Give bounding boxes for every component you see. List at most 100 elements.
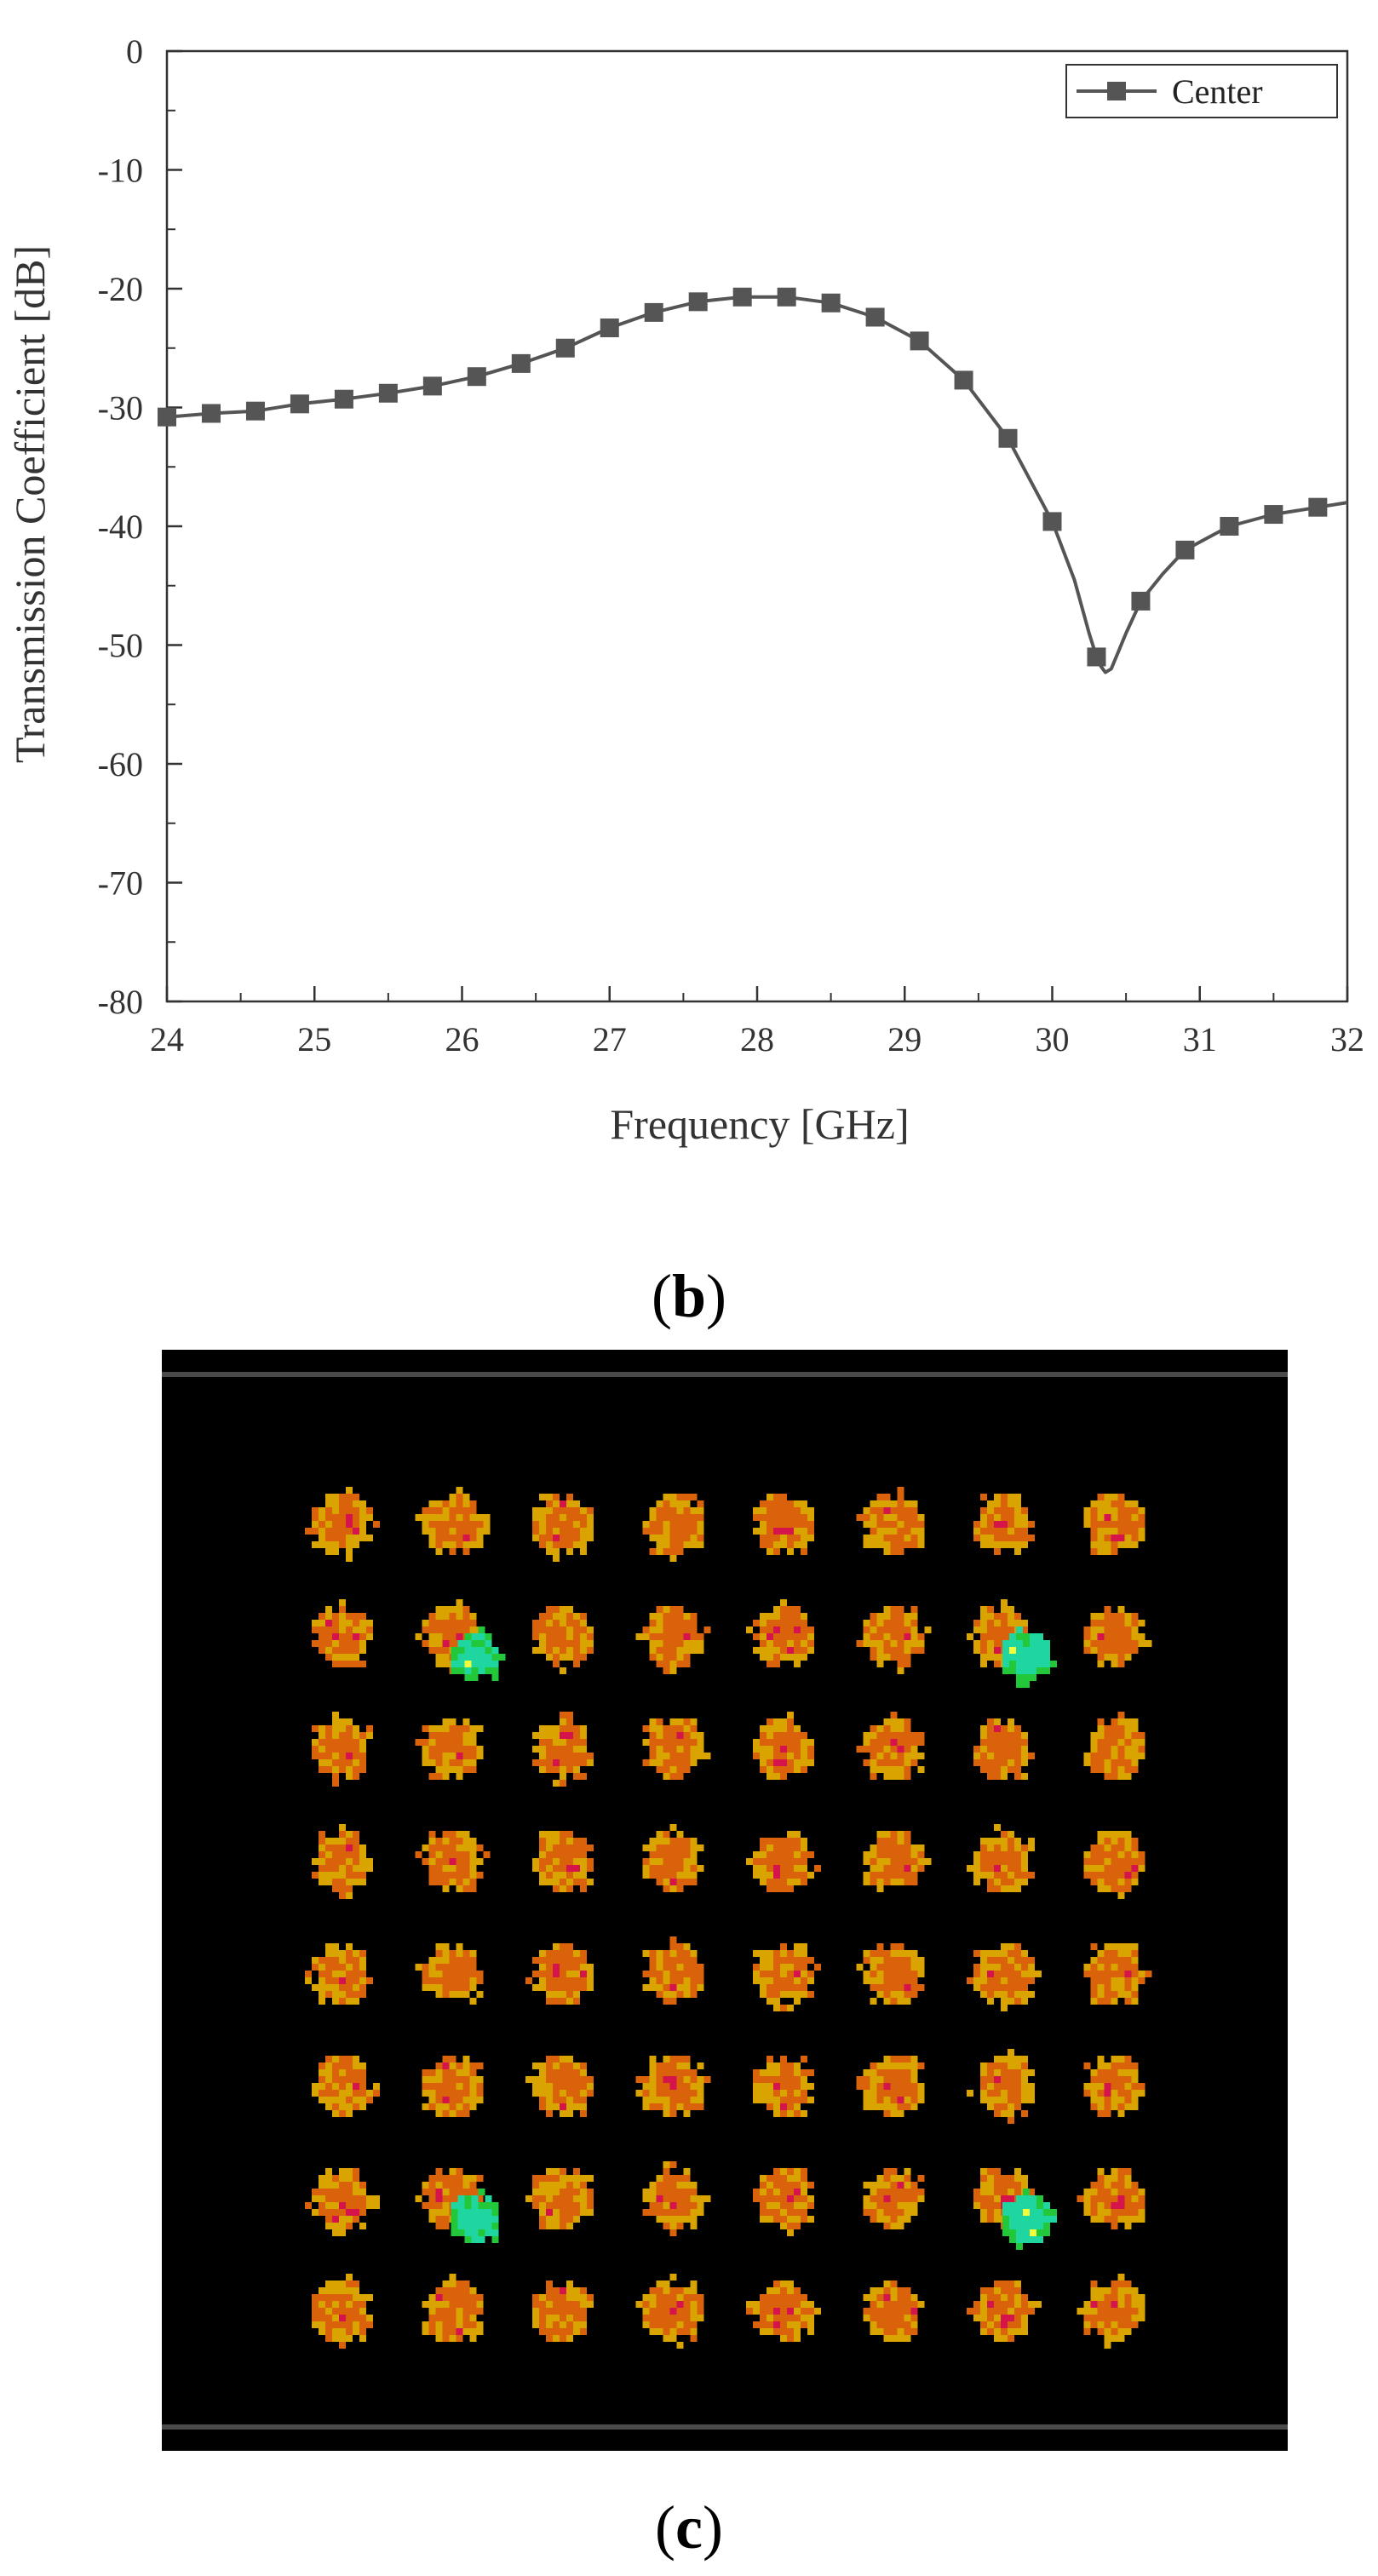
- led-dot: [856, 1606, 932, 1674]
- y-tick-label: -80: [98, 983, 143, 1021]
- series-line-center: [166, 295, 1348, 674]
- led-dot: [863, 1831, 932, 1892]
- led-dot: [642, 1936, 704, 2005]
- led-dot: [415, 1599, 506, 1681]
- y-tick-label: -40: [98, 508, 143, 546]
- led-dot: [642, 1824, 704, 1892]
- y-tick-label: -70: [98, 864, 143, 903]
- transmission-chart: 24 25 26 27 28 29 30 31 32 0 -10 -20 -30 -40 -50 -60 -70…: [0, 0, 1378, 1158]
- led-dot: [642, 1718, 711, 1780]
- led-dot: [532, 1831, 594, 1892]
- led-dot: [753, 1943, 821, 2011]
- data-point: [954, 370, 973, 390]
- data-point: [467, 367, 486, 387]
- led-dot: [1083, 1831, 1145, 1899]
- data-point: [201, 404, 221, 423]
- data-point: [1220, 517, 1239, 536]
- data-point: [378, 383, 398, 403]
- led-dot: [967, 1824, 1035, 1892]
- led-dot: [1083, 1943, 1152, 2005]
- data-point: [998, 428, 1018, 448]
- panel-label-b-letter: b: [671, 1262, 707, 1330]
- led-dot: [532, 2281, 594, 2342]
- led-dot: [422, 2056, 484, 2117]
- led-dot: [863, 2281, 925, 2342]
- y-tick-label: -20: [98, 270, 143, 308]
- led-dot: [532, 1712, 594, 1787]
- x-tick-label: 28: [740, 1020, 774, 1059]
- chart-svg: 24 25 26 27 28 29 30 31 32 0 -10 -20 -30 -40 -50 -60 -70…: [6, 32, 1364, 1148]
- led-dot: [305, 1487, 380, 1562]
- y-tick-label: 0: [126, 32, 143, 71]
- data-point: [600, 318, 619, 338]
- led-dot: [525, 2056, 594, 2117]
- y-tick-label: -50: [98, 627, 143, 665]
- led-dot: [312, 2274, 373, 2349]
- led-dot: [746, 1831, 821, 1892]
- legend-label-center: Center: [1172, 72, 1263, 111]
- data-point: [910, 331, 929, 351]
- data-point: [732, 287, 752, 307]
- data-point: [555, 338, 575, 358]
- led-dot: [753, 2056, 814, 2117]
- y-tick-label: -30: [98, 389, 143, 427]
- x-tick-label: 30: [1036, 1020, 1070, 1059]
- led-dot: [1083, 1712, 1145, 1780]
- led-dot: [525, 1943, 594, 2005]
- plot-area: [165, 49, 1349, 1003]
- data-point: [865, 307, 885, 327]
- led-dot: [746, 2281, 821, 2342]
- data-point: [777, 287, 796, 307]
- led-dot: [642, 2161, 711, 2236]
- data-point: [821, 293, 841, 313]
- panel-label-b-open: (: [651, 1262, 672, 1330]
- image-bottom-stripe: [162, 2424, 1288, 2430]
- led-dot: [415, 1718, 484, 1780]
- led-dot: [305, 1943, 373, 2005]
- x-tick-label: 27: [593, 1020, 627, 1059]
- led-dot: [863, 2168, 925, 2229]
- data-point: [1308, 497, 1328, 517]
- x-tick-label: 24: [150, 1020, 184, 1059]
- data-point: [290, 394, 309, 414]
- led-dot: [967, 2281, 1042, 2342]
- y-tick-label: -10: [98, 152, 143, 190]
- led-dot: [312, 1599, 373, 1667]
- led-dot: [532, 1606, 594, 1674]
- led-dot: [642, 1494, 704, 1562]
- x-tick-label: 29: [887, 1020, 922, 1059]
- data-point: [245, 401, 265, 421]
- led-dot: [415, 1831, 491, 1892]
- led-dot: [1077, 2168, 1145, 2229]
- x-axis-label: Frequency [GHz]: [610, 1100, 909, 1148]
- thermal-image-panel: [162, 1350, 1288, 2451]
- x-tick-label: 26: [445, 1020, 479, 1059]
- led-dot: [1083, 2056, 1145, 2117]
- panel-label-c-close: ): [702, 2493, 723, 2562]
- led-dot: [415, 2168, 499, 2243]
- led-dot: [415, 1943, 484, 2005]
- led-dot: [973, 2168, 1057, 2250]
- led-dot: [525, 2168, 594, 2229]
- led-dot: [1083, 1606, 1152, 1667]
- image-top-stripe: [162, 1372, 1288, 1377]
- legend-marker-sample: [1107, 82, 1126, 100]
- led-dot: [532, 1494, 594, 1562]
- led-dot: [1083, 1494, 1145, 1555]
- led-dot: [856, 1943, 925, 2005]
- led-dot: [312, 1824, 373, 1899]
- panel-label-b: (b): [0, 1262, 1378, 1330]
- data-point: [334, 389, 353, 409]
- led-dot: [856, 2056, 925, 2117]
- led-dot: [967, 2049, 1035, 2124]
- led-dot: [635, 2274, 704, 2349]
- y-axis-label: Transmission Coefficient [dB]: [6, 245, 54, 763]
- panel-label-b-close: ): [706, 1262, 726, 1330]
- led-dot: [753, 2168, 814, 2236]
- led-dot: [312, 1712, 373, 1787]
- led-dot: [635, 2056, 711, 2117]
- data-point: [1264, 505, 1283, 525]
- data-point: [1131, 591, 1151, 611]
- x-tick-label: 31: [1183, 1020, 1217, 1059]
- led-dot: [856, 1487, 925, 1555]
